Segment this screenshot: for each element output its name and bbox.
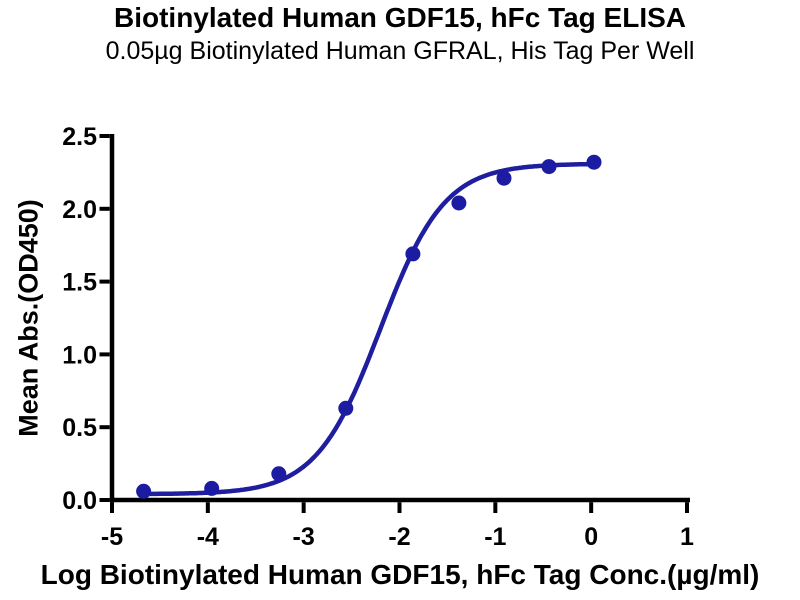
data-point (136, 483, 152, 499)
x-tick-label: 0 (584, 523, 598, 551)
chart-title: Biotinylated Human GDF15, hFc Tag ELISA (114, 2, 686, 33)
y-tick-label: 0.5 (62, 414, 97, 442)
x-tick-label: -4 (197, 523, 219, 551)
data-point (405, 246, 421, 262)
x-tick-label: -5 (101, 523, 123, 551)
y-tick-label: 0.0 (62, 487, 97, 515)
y-tick-label: 1.5 (62, 269, 97, 297)
data-point (204, 480, 220, 496)
x-tick-label: 1 (680, 523, 694, 551)
chart-subtitle: 0.05µg Biotinylated Human GFRAL, His Tag… (105, 37, 695, 65)
data-point (271, 466, 287, 482)
data-point (586, 154, 602, 170)
y-tick-label: 2.5 (62, 123, 97, 151)
y-tick-label: 2.0 (62, 196, 97, 224)
fit-curve (141, 161, 597, 497)
data-point (541, 159, 557, 175)
x-tick-label: -3 (293, 523, 315, 551)
data-point (338, 400, 354, 416)
data-point (496, 170, 512, 186)
x-axis-title: Log Biotinylated Human GDF15, hFc Tag Co… (40, 559, 760, 590)
x-tick-label: -1 (484, 523, 506, 551)
y-tick-label: 1.0 (62, 341, 97, 369)
x-tick-label: -2 (388, 523, 410, 551)
data-point (451, 195, 467, 211)
